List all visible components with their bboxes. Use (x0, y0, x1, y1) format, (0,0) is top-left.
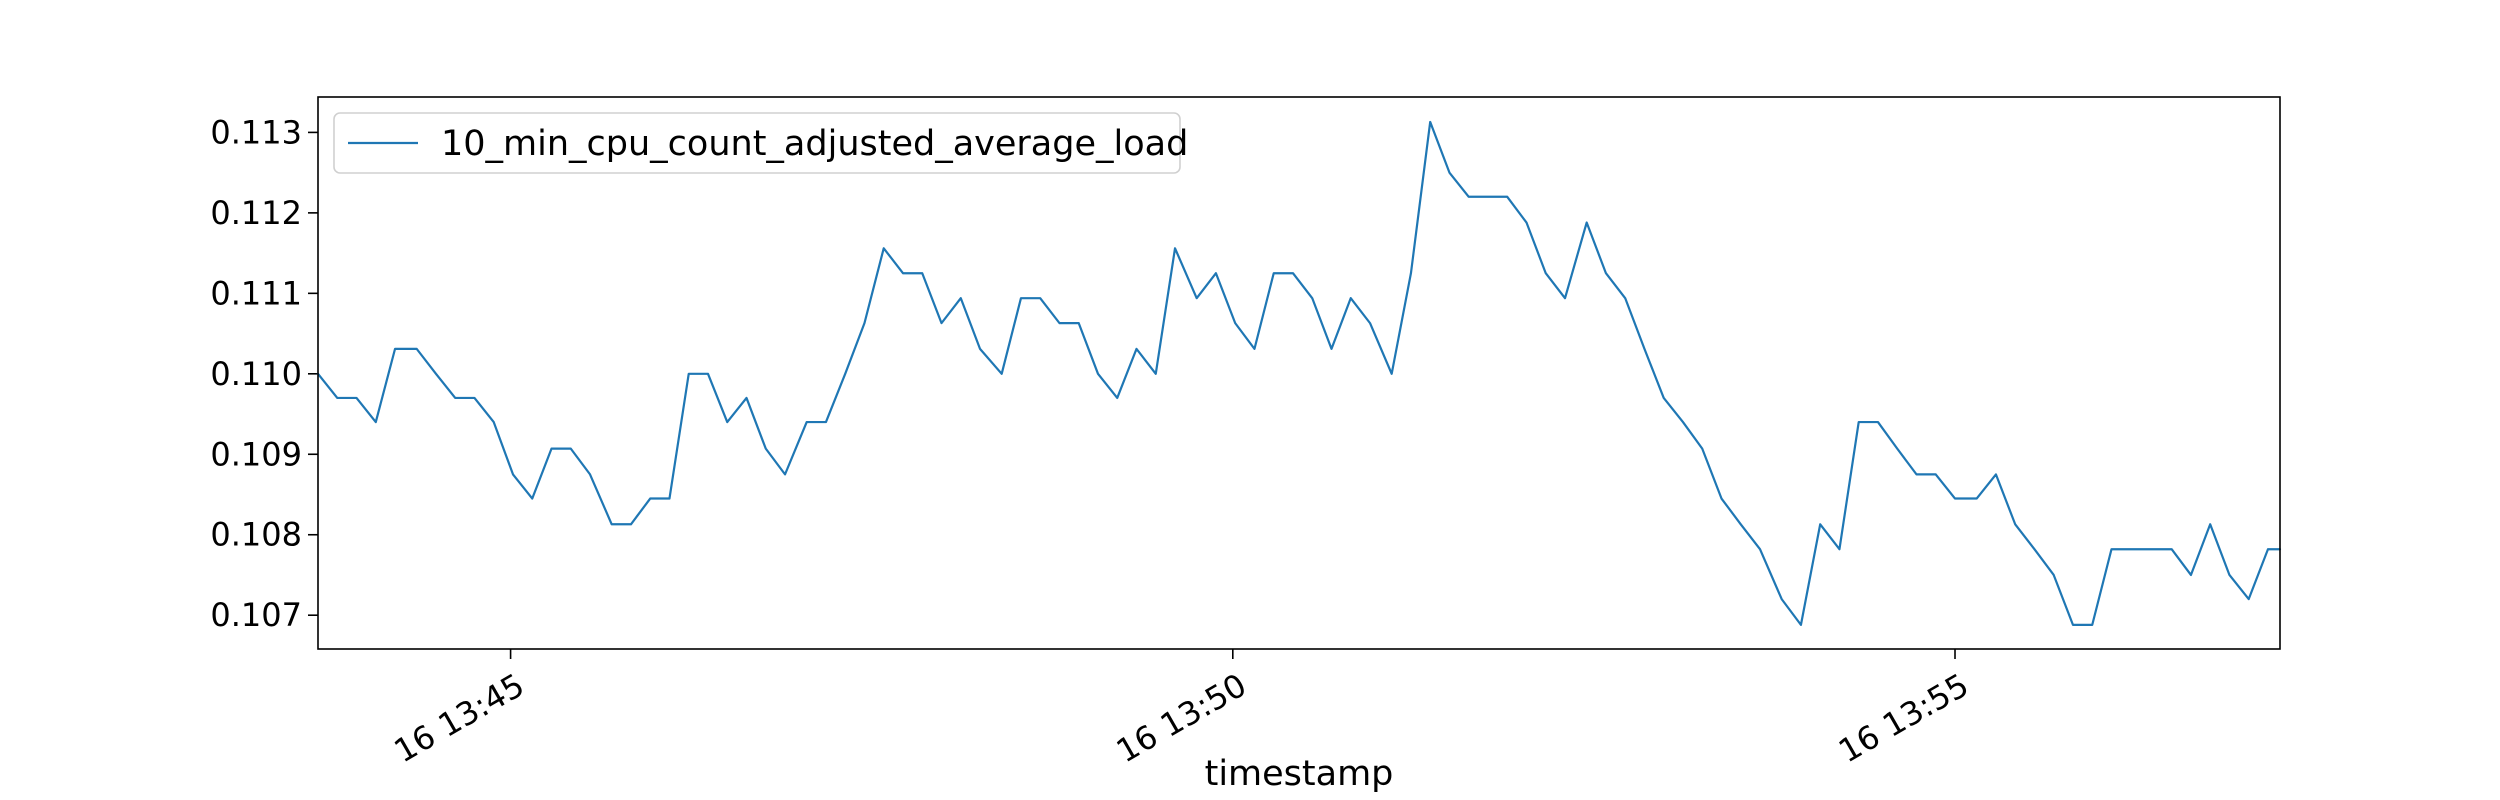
y-tick-label: 0.110 (210, 355, 302, 393)
series-line-10-min-cpu-count-adjusted-average-load (316, 120, 2282, 626)
y-tick-label: 0.111 (210, 274, 302, 312)
legend-box (333, 112, 1181, 174)
legend-entry-label: 10_min_cpu_count_adjusted_average_load (441, 124, 1188, 164)
plot-area-frame (317, 96, 2281, 650)
legend: 10_min_cpu_count_adjusted_average_load (333, 112, 1188, 174)
y-axis-ticks: 0.107 0.108 0.109 0.110 0.111 0.112 0.113 (210, 113, 318, 634)
x-axis-label: timestamp (1205, 754, 1394, 794)
y-tick-label: 0.112 (210, 194, 302, 232)
y-tick-label: 0.108 (210, 516, 302, 554)
y-tick-label: 0.109 (210, 435, 302, 473)
y-tick-label: 0.107 (210, 596, 302, 634)
y-tick-label: 0.113 (210, 113, 302, 151)
